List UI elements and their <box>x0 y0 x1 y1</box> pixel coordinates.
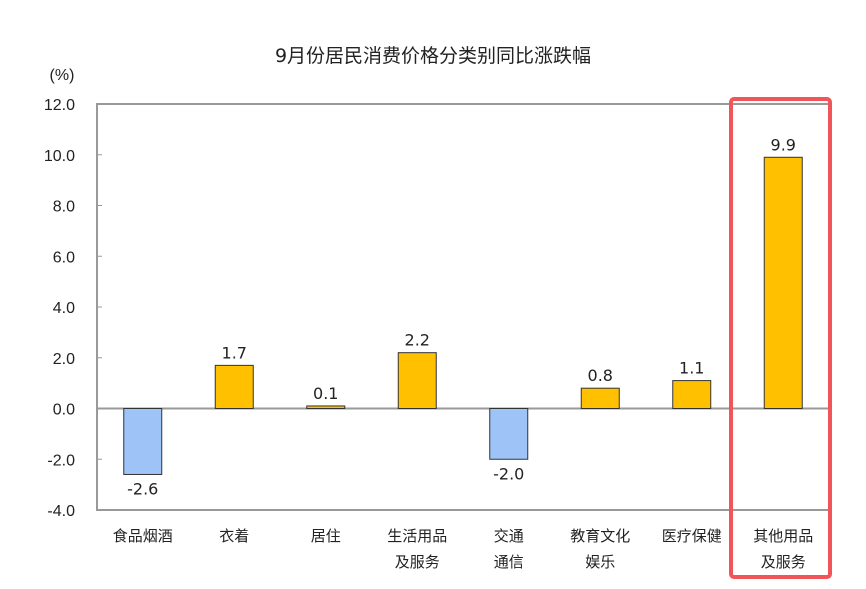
y-tick-label: 4.0 <box>53 300 75 317</box>
y-tick-label: -4.0 <box>47 503 75 520</box>
y-tick-label: 0.0 <box>53 402 75 419</box>
data-label: 0.8 <box>588 366 613 385</box>
x-tick-label: 食品烟酒 <box>113 527 173 545</box>
y-tick-label: 10.0 <box>44 148 75 165</box>
bar <box>306 405 346 409</box>
bar <box>672 380 712 409</box>
highlight-box <box>729 97 832 579</box>
x-tick-label: 其他用品 <box>753 527 813 545</box>
x-tick-label: 交通 <box>494 527 524 545</box>
x-tick-label: 教育文化 <box>570 527 630 545</box>
data-label: -2.0 <box>493 464 524 483</box>
data-label: 9.9 <box>771 135 796 154</box>
chart-title: 9月份居民消费价格分类别同比涨跌幅 <box>275 45 591 67</box>
data-label: 1.1 <box>679 359 704 378</box>
bar <box>214 364 254 409</box>
x-tick-label: 生活用品 <box>387 527 447 545</box>
x-tick-label: 居住 <box>311 527 341 545</box>
y-tick-label: 2.0 <box>53 351 75 368</box>
x-tick-label: 通信 <box>494 553 524 571</box>
bar <box>763 156 803 409</box>
bar <box>397 352 437 409</box>
data-label: -2.6 <box>127 479 158 498</box>
data-label: 0.1 <box>313 384 338 403</box>
x-tick-label: 及服务 <box>395 553 440 571</box>
bar <box>489 408 529 460</box>
y-tick-label: 6.0 <box>53 249 75 266</box>
x-tick-label: 及服务 <box>761 553 806 571</box>
bar <box>580 387 620 410</box>
y-tick-label: 8.0 <box>53 199 75 216</box>
data-label: 1.7 <box>222 343 247 362</box>
x-tick-label: 娱乐 <box>585 553 615 571</box>
x-tick-label: 衣着 <box>219 527 249 545</box>
y-axis-unit: (%) <box>50 67 75 84</box>
plot-frame <box>96 103 830 511</box>
y-tick-label: 12.0 <box>44 97 75 114</box>
data-label: 2.2 <box>405 331 430 350</box>
x-tick-label: 医疗保健 <box>662 527 722 545</box>
y-tick-label: -2.0 <box>47 452 75 469</box>
bar <box>123 408 163 475</box>
